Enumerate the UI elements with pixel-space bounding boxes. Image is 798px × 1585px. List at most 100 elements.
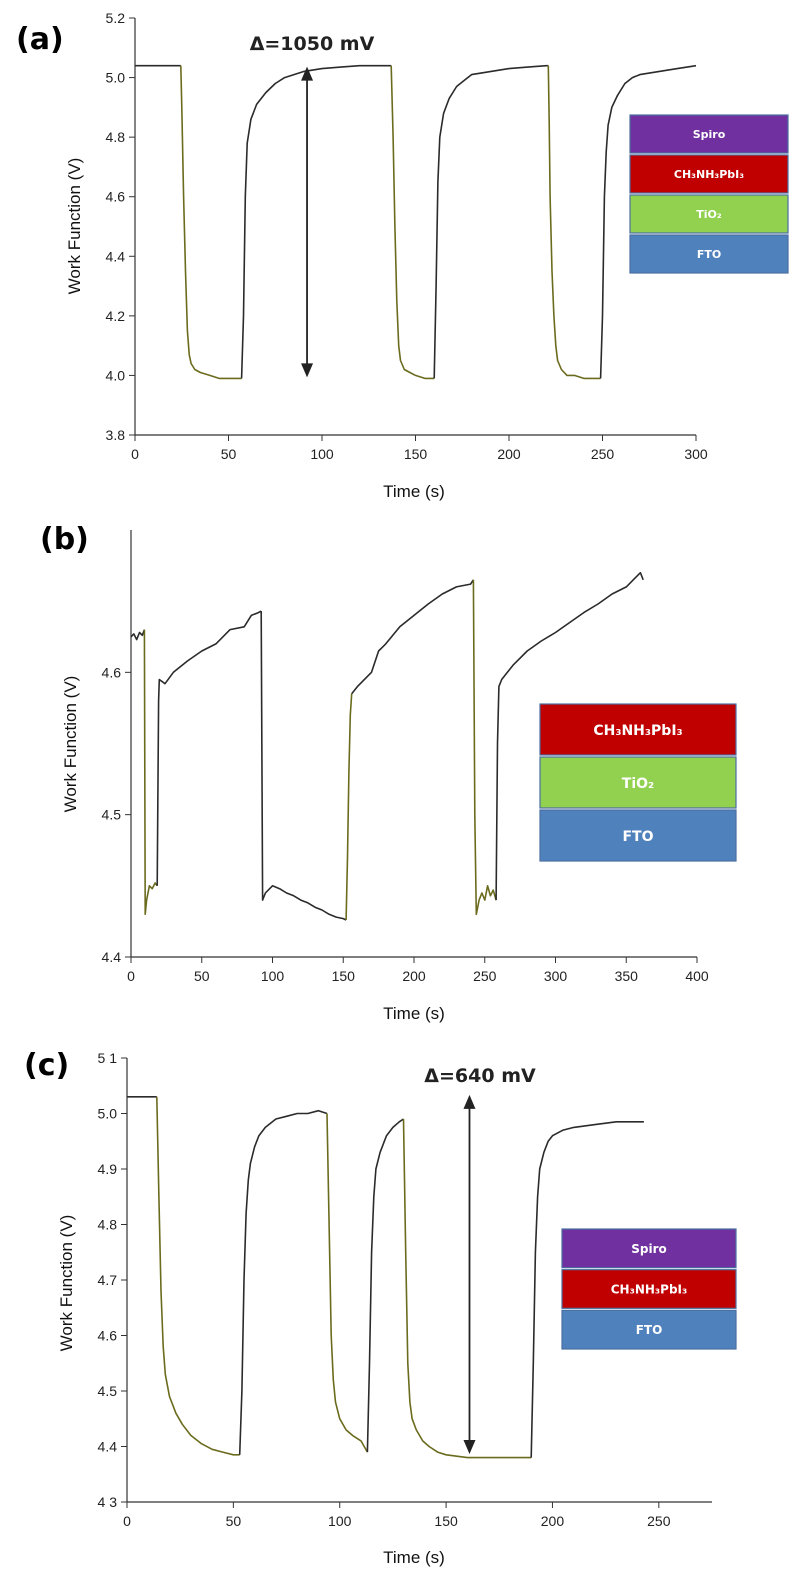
series-line-segment xyxy=(351,579,475,695)
y-axis-title: Work Function (V) xyxy=(57,1215,76,1352)
layer-label: CH₃NH₃PbI₃ xyxy=(593,723,682,739)
x-tick-label: 0 xyxy=(127,968,135,984)
y-tick-label: 4.8 xyxy=(106,129,126,145)
delta-annotation: Δ=640 mV xyxy=(424,1065,536,1087)
y-tick-label: 5 1 xyxy=(98,1050,118,1066)
y-axis-title: Work Function (V) xyxy=(65,158,84,295)
series-line-segment xyxy=(156,610,262,886)
x-tick-label: 100 xyxy=(328,1513,352,1529)
delta-annotation: Δ=1050 mV xyxy=(250,33,375,55)
series-line-segment xyxy=(599,64,697,379)
y-tick-label: 4.9 xyxy=(98,1161,118,1177)
series-line-segment xyxy=(547,65,601,380)
x-tick-label: 50 xyxy=(226,1513,242,1529)
y-tick-label: 5.0 xyxy=(106,70,126,86)
chart-panel-1: 0 50 100 150 200 250 300 350 400 4.4 4.5 4.6 Time (s… xyxy=(61,530,737,1023)
layer-block-0 xyxy=(561,1228,737,1269)
y-tick-label: 3.8 xyxy=(106,427,126,443)
layer-label: CH₃NH₃PbI₃ xyxy=(611,1283,688,1297)
x-axis-title: Time (s) xyxy=(383,482,445,501)
series-line-segment xyxy=(156,1096,240,1456)
x-tick-label: 150 xyxy=(434,1513,458,1529)
layer-label: Spiro xyxy=(631,1242,667,1256)
y-axis-title: Work Function (V) xyxy=(61,676,80,813)
x-tick-label: 200 xyxy=(497,446,521,462)
x-tick-label: 0 xyxy=(123,1513,131,1529)
x-tick-label: 200 xyxy=(402,968,426,984)
x-tick-label: 100 xyxy=(310,446,334,462)
x-axis-title: Time (s) xyxy=(383,1548,445,1567)
series-line-segment xyxy=(366,1118,404,1453)
x-tick-label: 350 xyxy=(615,968,639,984)
layer-label: FTO xyxy=(636,1323,663,1337)
y-tick-label: 4.2 xyxy=(106,308,126,324)
x-tick-label: 300 xyxy=(684,446,708,462)
x-tick-label: 250 xyxy=(591,446,615,462)
y-tick-label: 4.6 xyxy=(102,664,122,680)
panel-label-c: (c) xyxy=(24,1048,70,1083)
layer-block-0 xyxy=(629,114,789,154)
series-line-segment xyxy=(130,629,146,641)
series-line-segment xyxy=(495,571,644,901)
layer-block-1 xyxy=(539,756,737,809)
layer-label: Spiro xyxy=(693,128,726,141)
y-tick-label: 4.7 xyxy=(98,1272,118,1288)
delta-arrow-head-bottom xyxy=(301,363,314,378)
series-line-segment xyxy=(530,1121,644,1458)
series-line-segment xyxy=(402,1118,532,1459)
y-tick-label: 4.0 xyxy=(106,367,126,383)
y-tick-label: 4.4 xyxy=(102,949,122,965)
delta-arrow-head-top xyxy=(301,66,314,81)
series-line-segment xyxy=(240,64,392,379)
series-line-segment xyxy=(390,65,435,380)
layer-block-2 xyxy=(561,1309,737,1350)
layer-block-2 xyxy=(539,809,737,862)
x-tick-label: 50 xyxy=(194,968,210,984)
x-tick-label: 150 xyxy=(404,446,428,462)
delta-arrow-head-bottom xyxy=(463,1440,476,1455)
y-tick-label: 4.5 xyxy=(98,1383,118,1399)
series-line-segment xyxy=(180,65,242,380)
y-tick-label: 4.4 xyxy=(106,248,126,264)
layer-block-2 xyxy=(629,194,789,234)
series-line-segment xyxy=(433,64,549,379)
y-tick-label: 4.8 xyxy=(98,1217,118,1233)
y-tick-label: 5.0 xyxy=(98,1106,118,1122)
layer-block-0 xyxy=(539,703,737,756)
series-line-segment xyxy=(345,693,353,921)
x-tick-label: 250 xyxy=(647,1513,671,1529)
x-tick-label: 100 xyxy=(261,968,285,984)
series-line-segment xyxy=(326,1113,369,1453)
layer-label: CH₃NH₃PbI₃ xyxy=(674,168,744,181)
layer-block-1 xyxy=(629,154,789,194)
x-tick-label: 300 xyxy=(544,968,568,984)
chart-panel-0: 0 50 100 150 200 250 300 3.8 4.0 4.2 4.4 4.6 4.8 5.0 5… xyxy=(65,10,789,501)
x-tick-label: 150 xyxy=(332,968,356,984)
layer-label: FTO xyxy=(697,248,721,261)
layer-label: TiO₂ xyxy=(696,208,722,221)
layer-label: TiO₂ xyxy=(622,776,654,792)
series-line-segment xyxy=(260,611,347,921)
x-axis-title: Time (s) xyxy=(383,1004,445,1023)
y-tick-label: 5.2 xyxy=(106,10,126,26)
y-tick-label: 4.4 xyxy=(98,1439,118,1455)
x-tick-label: 0 xyxy=(131,446,139,462)
series-line-segment xyxy=(143,629,158,916)
panel-label-a: (a) xyxy=(16,22,64,57)
series-line-segment xyxy=(238,1109,328,1455)
y-tick-label: 4.6 xyxy=(98,1328,118,1344)
delta-arrow-head-top xyxy=(463,1094,476,1109)
y-tick-label: 4.5 xyxy=(102,807,122,823)
layer-block-1 xyxy=(561,1269,737,1309)
series-line-segment xyxy=(472,579,497,916)
y-tick-label: 4.6 xyxy=(106,189,126,205)
x-tick-label: 400 xyxy=(685,968,709,984)
x-tick-label: 50 xyxy=(221,446,237,462)
layer-label: FTO xyxy=(622,829,653,845)
y-tick-label: 4 3 xyxy=(98,1494,118,1510)
x-tick-label: 250 xyxy=(473,968,497,984)
chart-panel-2: 0 50 100 150 200 250 4 3 4.4 4.5 4.6 4.7 4.8 4.9 5.0 5… xyxy=(57,1050,737,1567)
panel-label-b: (b) xyxy=(40,522,89,557)
x-tick-label: 200 xyxy=(541,1513,565,1529)
